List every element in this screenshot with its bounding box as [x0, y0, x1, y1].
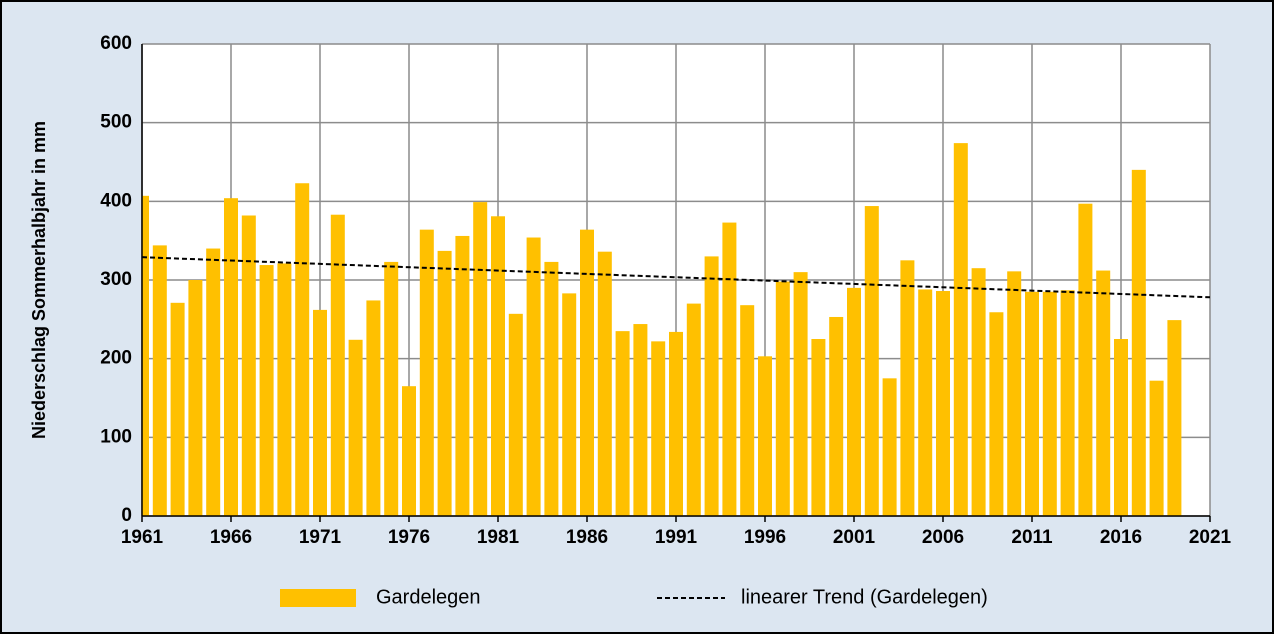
bar: [491, 216, 505, 516]
bar: [882, 378, 897, 516]
bar: [1078, 203, 1093, 516]
bar: [562, 293, 577, 516]
bar: [313, 309, 327, 516]
bar: [829, 316, 844, 516]
bar: [971, 268, 986, 516]
legend-label: linearer Trend (Gardelegen): [741, 586, 988, 608]
x-tick-label: 1961: [121, 527, 164, 548]
bar: [508, 313, 523, 516]
bar: [1007, 271, 1022, 516]
bar: [188, 280, 203, 516]
bar: [953, 143, 968, 516]
bar: [669, 331, 683, 516]
x-tick-label: 2016: [1100, 527, 1142, 548]
bar: [793, 272, 808, 516]
bar: [1149, 380, 1164, 516]
bar: [651, 341, 666, 516]
bar: [1096, 270, 1111, 516]
legend-label: Gardelegen: [376, 586, 481, 608]
bar: [1167, 320, 1182, 516]
trend-line: [141, 256, 1211, 299]
bar: [437, 250, 452, 516]
x-tick-label: 2011: [1011, 527, 1053, 548]
bar: [1060, 290, 1075, 516]
bar: [366, 300, 381, 516]
bar: [633, 324, 648, 516]
x-tick-label: 1986: [566, 527, 608, 548]
bar: [473, 202, 488, 516]
x-tick-label: 1996: [744, 527, 786, 548]
bar: [722, 222, 737, 516]
bar: [847, 287, 861, 516]
x-tick-label: 1971: [299, 527, 342, 548]
bar: [142, 195, 149, 516]
bar: [526, 237, 541, 516]
bar: [259, 265, 274, 516]
bar: [686, 303, 701, 516]
bar: [936, 291, 950, 516]
bar: [348, 339, 363, 516]
bar: [580, 229, 594, 516]
bar: [330, 214, 345, 516]
bar: [152, 245, 167, 516]
bar: [864, 206, 879, 516]
y-tick-label: 600: [100, 33, 132, 54]
bar: [170, 302, 185, 516]
bar: [775, 281, 790, 516]
x-tick-label: 2006: [922, 527, 964, 548]
y-tick-label: 100: [100, 426, 132, 447]
x-tick-label: 1976: [388, 527, 430, 548]
bar: [740, 305, 755, 516]
bar: [241, 215, 256, 516]
x-tick-label: 1981: [477, 527, 520, 548]
bar: [419, 229, 434, 516]
bars: [142, 143, 1182, 516]
bar: [295, 183, 310, 516]
y-tick-label: 200: [100, 348, 132, 369]
bar: [544, 261, 559, 516]
bar: [597, 251, 612, 516]
x-tick-label: 1991: [655, 527, 698, 548]
bar: [918, 289, 933, 516]
bar: [704, 256, 719, 516]
bar: [224, 198, 238, 516]
x-tick-label: 2021: [1189, 527, 1232, 548]
bar: [277, 263, 292, 516]
overlay: 0 100 200 300 400 500 600 1961 1966 1971 1976 1981 1…: [100, 33, 1231, 608]
bar: [1114, 339, 1128, 516]
bar: [384, 261, 399, 516]
bar: [989, 312, 1004, 516]
bar: [1025, 291, 1039, 516]
bar: [206, 248, 221, 516]
bar: [1131, 169, 1146, 516]
y-tick-label: 300: [100, 269, 132, 290]
bar: [1042, 291, 1057, 516]
x-tick-label: 2001: [833, 527, 876, 548]
bar: [455, 235, 470, 516]
y-axis-label: Niederschlag Sommerhalbjahr in mm: [29, 121, 49, 439]
bar: [402, 386, 416, 516]
y-tick-label: 500: [100, 112, 132, 133]
bar: [811, 339, 826, 516]
y-tick-label: 0: [121, 505, 132, 526]
y-tick-label: 400: [100, 190, 132, 211]
x-tick-label: 1966: [210, 527, 252, 548]
bar: [900, 260, 915, 516]
bar: [615, 331, 630, 516]
bar: [758, 356, 772, 516]
legend-swatch: [280, 589, 356, 607]
